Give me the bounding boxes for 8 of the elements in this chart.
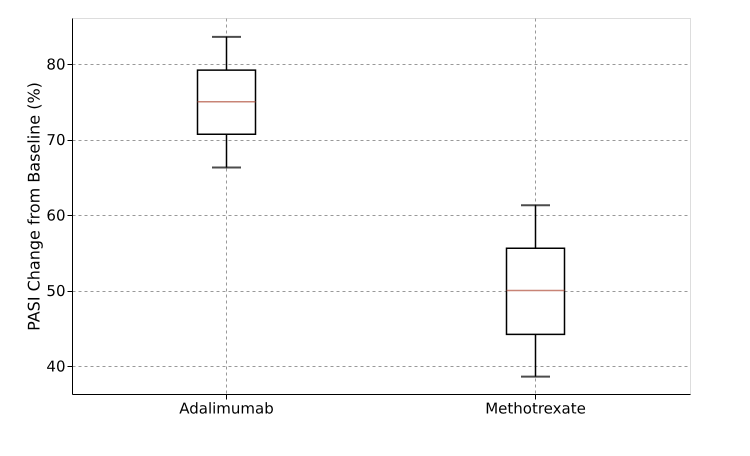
y-tick-label: 70 <box>46 131 66 150</box>
x-tick-label: Methotrexate <box>485 400 586 418</box>
y-axis-title: PASI Change from Baseline (%) <box>24 82 44 331</box>
y-tick-label: 50 <box>46 282 66 300</box>
y-tick-label: 80 <box>46 56 66 74</box>
x-tick-label: Adalimumab <box>179 400 274 418</box>
y-tick-label: 60 <box>46 206 66 225</box>
y-tick-label: 40 <box>46 358 66 376</box>
